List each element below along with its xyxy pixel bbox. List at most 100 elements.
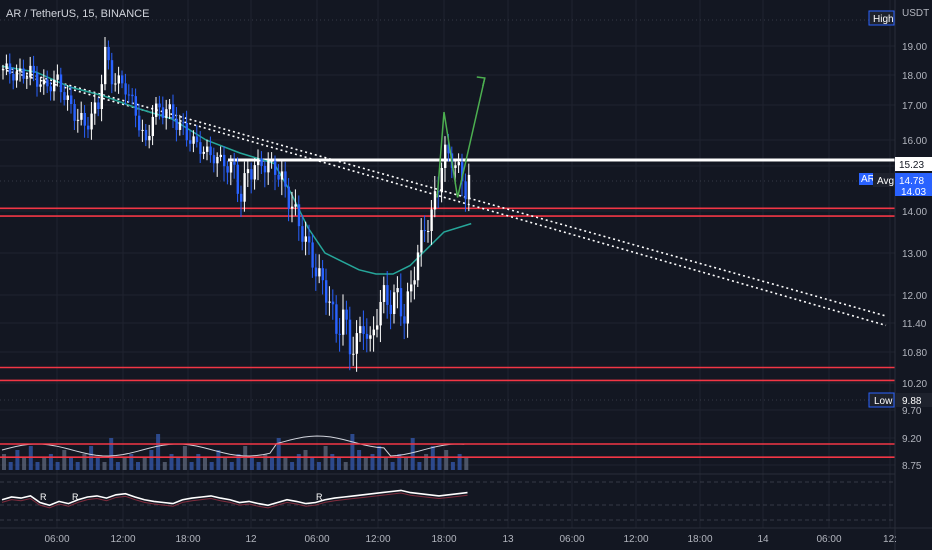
volume-bar [343,462,348,470]
candle-body [114,83,117,85]
candle-body [100,84,103,110]
candle-body [219,154,222,158]
volume-bar [95,458,100,470]
candle-body [29,65,32,78]
y-tick-label: 17.00 [902,101,927,112]
volume-bar [236,454,241,470]
volume-bar [136,462,140,470]
candle-body [2,69,5,71]
volume-bar [417,462,422,470]
candle-body [301,226,304,242]
volume-bar [209,462,214,470]
low-badge-value: 9.88 [902,396,922,407]
candle-body [42,79,46,85]
y-tick-label: 13.00 [902,249,927,260]
candle-body [444,144,447,168]
y-tick-label: 9.20 [902,434,922,445]
candle-body [165,109,168,118]
oscillator-line [1,489,468,507]
candle-body [110,60,114,85]
candle-body [161,107,165,118]
volume-bar [2,454,6,470]
small-badge-value: 14.03 [901,187,926,198]
candle-body [467,174,471,200]
candle-body [280,171,284,180]
x-tick-label: 12:00 [623,534,648,545]
horizontal-levels [0,158,895,459]
volume-bar [169,454,174,470]
candle-body [274,160,277,175]
avg-value-badge [895,173,932,187]
candle-body [80,113,83,120]
candle-body [148,136,151,141]
volume-bar [444,450,449,470]
candle-body [127,94,131,96]
volume-bar [115,462,120,470]
volume-bar [370,454,375,470]
candle-body [138,115,141,131]
volume-bar [62,450,67,470]
volume-bar [390,462,395,470]
candle-body [277,174,280,180]
candle-body [270,160,273,162]
candle-body [294,204,297,207]
volume-bar [35,462,40,470]
volume-bar [437,458,442,470]
volume-bar [162,462,167,470]
candle-body [182,122,185,124]
candle-body [8,63,12,74]
x-tick-label: 06:00 [44,534,69,545]
volume-bar [48,454,53,470]
currency-label: USDT [902,8,929,19]
avg-badge-label: Avg [877,176,894,187]
candle-body [90,113,93,130]
y-tick-label: 12.00 [902,291,927,302]
candle-body [284,171,287,187]
candle-body [131,94,134,97]
candle-body [36,72,39,87]
candle-body [369,335,372,339]
volume-bar [263,454,268,470]
candle-body [250,169,253,180]
candle-body [158,103,161,108]
price-badge [895,157,932,171]
volume-bar [450,462,455,470]
candle-body [206,146,209,152]
x-tick-label: 12:00 [110,534,135,545]
candle-body [308,236,311,243]
candle-body [362,326,365,334]
candle-body [406,291,409,324]
candle-body [97,102,100,110]
volume-bar [156,434,161,470]
volume-bar [256,462,261,470]
high-badge [868,10,895,26]
candle-body [209,146,212,156]
candle-body [382,285,386,302]
symbol-badge-label: AR [861,174,875,185]
candle-body [365,333,369,339]
high-badge-label: High [873,14,894,25]
candle-body [199,142,202,154]
volume-bar [290,462,295,470]
osc-annotation: R [316,492,323,502]
volume-bar [397,454,402,470]
oscillator-signal-line [1,492,468,509]
candle-body [263,165,267,173]
volume-bar [223,458,228,470]
candle-body [243,173,246,202]
candle-body [185,122,188,141]
candle-body [223,154,226,167]
candle-body [311,242,314,268]
candle-body [83,113,86,126]
candle-body [240,193,243,202]
volume-bar [363,458,368,470]
candle-body [342,309,345,335]
candle-body [399,288,403,317]
candle-body [318,268,321,277]
candles [2,37,471,372]
volume-bar [69,458,73,470]
volume-bar [310,458,315,470]
chart-title: AR / TetherUS, 15, BINANCE [6,8,149,20]
